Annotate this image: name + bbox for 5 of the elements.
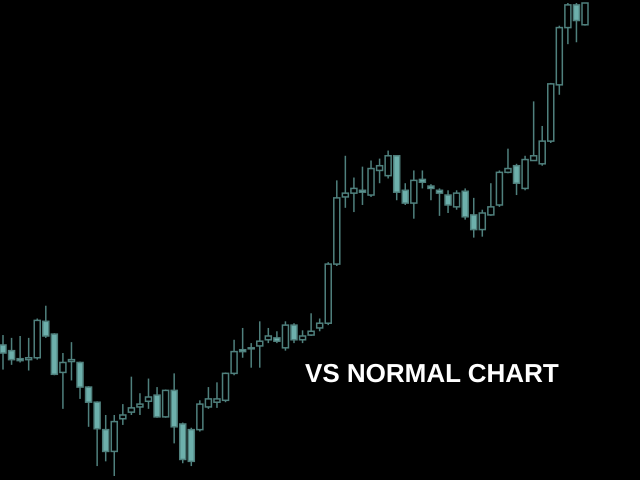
candlestick — [427, 183, 435, 201]
candlestick — [256, 320, 264, 368]
annotation: VS NORMAL CHART — [305, 358, 559, 388]
candlestick — [436, 188, 444, 217]
candlestick — [119, 403, 127, 426]
